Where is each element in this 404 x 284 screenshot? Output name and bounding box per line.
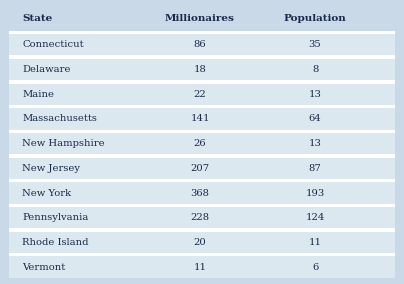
Text: 13: 13 xyxy=(309,90,322,99)
Text: New Hampshire: New Hampshire xyxy=(22,139,105,148)
Text: 86: 86 xyxy=(194,40,206,49)
Text: 11: 11 xyxy=(309,238,322,247)
Bar xyxy=(9,130,395,133)
Bar xyxy=(9,232,395,253)
Text: State: State xyxy=(22,14,53,23)
Text: 207: 207 xyxy=(190,164,210,173)
Bar xyxy=(9,6,395,31)
Bar xyxy=(9,133,395,154)
Text: 87: 87 xyxy=(309,164,322,173)
Bar xyxy=(9,31,395,34)
Text: 368: 368 xyxy=(190,189,210,197)
Bar xyxy=(9,108,395,130)
Text: Vermont: Vermont xyxy=(22,263,65,272)
Text: Rhode Island: Rhode Island xyxy=(22,238,89,247)
Text: 228: 228 xyxy=(190,213,210,222)
Text: Pennsylvania: Pennsylvania xyxy=(22,213,88,222)
Text: Delaware: Delaware xyxy=(22,65,71,74)
Text: 26: 26 xyxy=(194,139,206,148)
Text: 22: 22 xyxy=(194,90,206,99)
Text: Population: Population xyxy=(284,14,347,23)
Text: Maine: Maine xyxy=(22,90,54,99)
Bar xyxy=(9,253,395,256)
Bar xyxy=(9,80,395,83)
Bar xyxy=(9,204,395,207)
Bar xyxy=(9,207,395,228)
Text: 6: 6 xyxy=(312,263,318,272)
Bar xyxy=(9,83,395,105)
Text: 8: 8 xyxy=(312,65,318,74)
Bar xyxy=(9,154,395,158)
Text: 124: 124 xyxy=(305,213,325,222)
Bar xyxy=(9,182,395,204)
Text: 20: 20 xyxy=(194,238,206,247)
Bar xyxy=(9,179,395,182)
Text: 141: 141 xyxy=(190,114,210,123)
Text: 18: 18 xyxy=(194,65,206,74)
Text: 11: 11 xyxy=(194,263,206,272)
Text: 193: 193 xyxy=(305,189,325,197)
Bar xyxy=(9,59,395,80)
Text: 13: 13 xyxy=(309,139,322,148)
Bar xyxy=(9,34,395,55)
Text: 35: 35 xyxy=(309,40,322,49)
Text: New York: New York xyxy=(22,189,72,197)
Text: 64: 64 xyxy=(309,114,322,123)
Text: New Jersey: New Jersey xyxy=(22,164,80,173)
Text: Massachusetts: Massachusetts xyxy=(22,114,97,123)
Bar xyxy=(9,55,395,59)
Bar xyxy=(9,228,395,232)
Text: Connecticut: Connecticut xyxy=(22,40,84,49)
Bar xyxy=(9,158,395,179)
Bar xyxy=(9,105,395,108)
Bar xyxy=(9,256,395,278)
Text: Millionaires: Millionaires xyxy=(165,14,235,23)
